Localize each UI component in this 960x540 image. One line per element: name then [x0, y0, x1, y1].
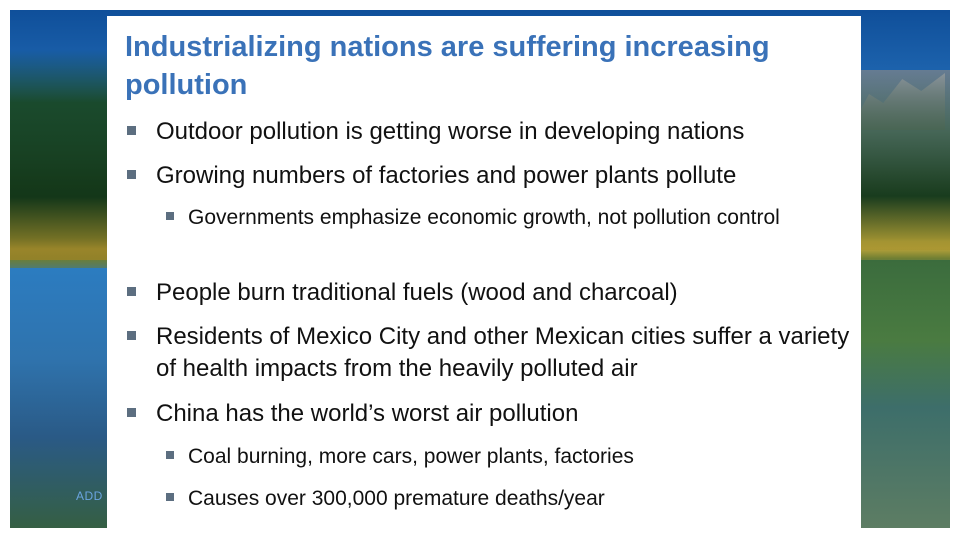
bullet-text: Governments emphasize economic growth, n… — [188, 206, 780, 229]
bullet-text: Causes over 300,000 premature deaths/yea… — [188, 487, 605, 510]
bullet-text: Coal burning, more cars, power plants, f… — [188, 445, 634, 468]
square-bullet-icon — [127, 331, 136, 340]
bullet-text: Growing numbers of factories and power p… — [156, 162, 737, 189]
square-bullet-icon — [127, 170, 136, 179]
bullet-text: Residents of Mexico City and other Mexic… — [156, 323, 850, 382]
forest-left — [10, 50, 120, 260]
square-bullet-icon — [127, 408, 136, 417]
lake-left — [10, 268, 120, 528]
lake-right — [850, 260, 950, 528]
footer-text: ADD — [76, 489, 103, 503]
square-bullet-icon — [166, 212, 174, 220]
forest-right — [850, 70, 950, 250]
bullet-text: China has the world’s worst air pollutio… — [156, 400, 579, 427]
slide-panel: Industrializing nations are suffering in… — [107, 16, 861, 540]
square-bullet-icon — [166, 451, 174, 459]
square-bullet-icon — [127, 287, 136, 296]
bullet-text: People burn traditional fuels (wood and … — [156, 279, 678, 306]
slide-title: Industrializing nations are suffering in… — [125, 31, 770, 101]
bullet-text: Outdoor pollution is getting worse in de… — [156, 118, 745, 145]
square-bullet-icon — [166, 493, 174, 501]
square-bullet-icon — [127, 126, 136, 135]
accent-line — [860, 10, 950, 13]
